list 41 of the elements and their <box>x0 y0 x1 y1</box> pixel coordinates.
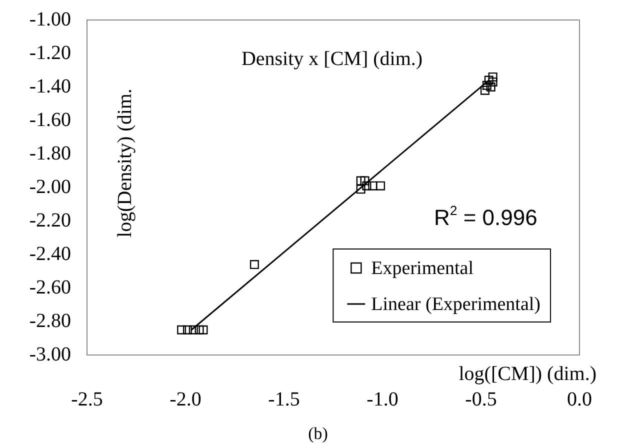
y-tick-label: -1.20 <box>29 42 71 64</box>
point <box>177 325 186 334</box>
x-tick-label: -2.0 <box>170 388 202 410</box>
point <box>376 181 386 190</box>
point <box>488 72 498 82</box>
point <box>480 86 490 95</box>
point <box>182 325 192 334</box>
point <box>356 176 366 186</box>
point <box>368 181 378 190</box>
y-tick-label: -1.60 <box>29 108 71 131</box>
y-tick-label: -2.80 <box>29 310 71 332</box>
y-tick-label: -2.40 <box>29 242 71 265</box>
x-tick-label: -0.5 <box>465 388 497 410</box>
y-axis-title: log(Density) (dim. <box>114 88 136 238</box>
point <box>362 181 372 190</box>
y-tick-label: -1.40 <box>29 75 71 98</box>
y-tick-label: -2.00 <box>29 176 71 198</box>
x-tick-label: -2.5 <box>71 388 103 410</box>
y-tick-label: -2.20 <box>29 209 71 232</box>
point <box>488 77 498 86</box>
x-axis-title: log([CM]) (dim.) <box>458 363 596 385</box>
point <box>360 176 370 186</box>
point <box>486 82 496 92</box>
point <box>356 184 366 194</box>
y-tick-label: -1.00 <box>29 8 71 30</box>
point <box>250 260 259 270</box>
point <box>194 325 204 334</box>
legend-label: Linear (Experimental) <box>371 294 541 315</box>
text: (b) <box>308 424 328 443</box>
y-tick-label: -1.80 <box>29 142 71 164</box>
text: Density x [CM] (dim.) <box>241 48 423 70</box>
y-tick-label: -2.60 <box>29 276 71 298</box>
x-tick-label: -1.5 <box>268 388 300 410</box>
legend-label: Experimental <box>371 258 474 279</box>
x-tick-label: -1.0 <box>366 388 398 410</box>
point <box>482 80 492 90</box>
y-tick-label: -3.00 <box>29 343 71 366</box>
point <box>188 325 198 334</box>
point <box>198 325 208 334</box>
x-tick-label: 0.0 <box>567 388 592 410</box>
point <box>484 76 494 85</box>
